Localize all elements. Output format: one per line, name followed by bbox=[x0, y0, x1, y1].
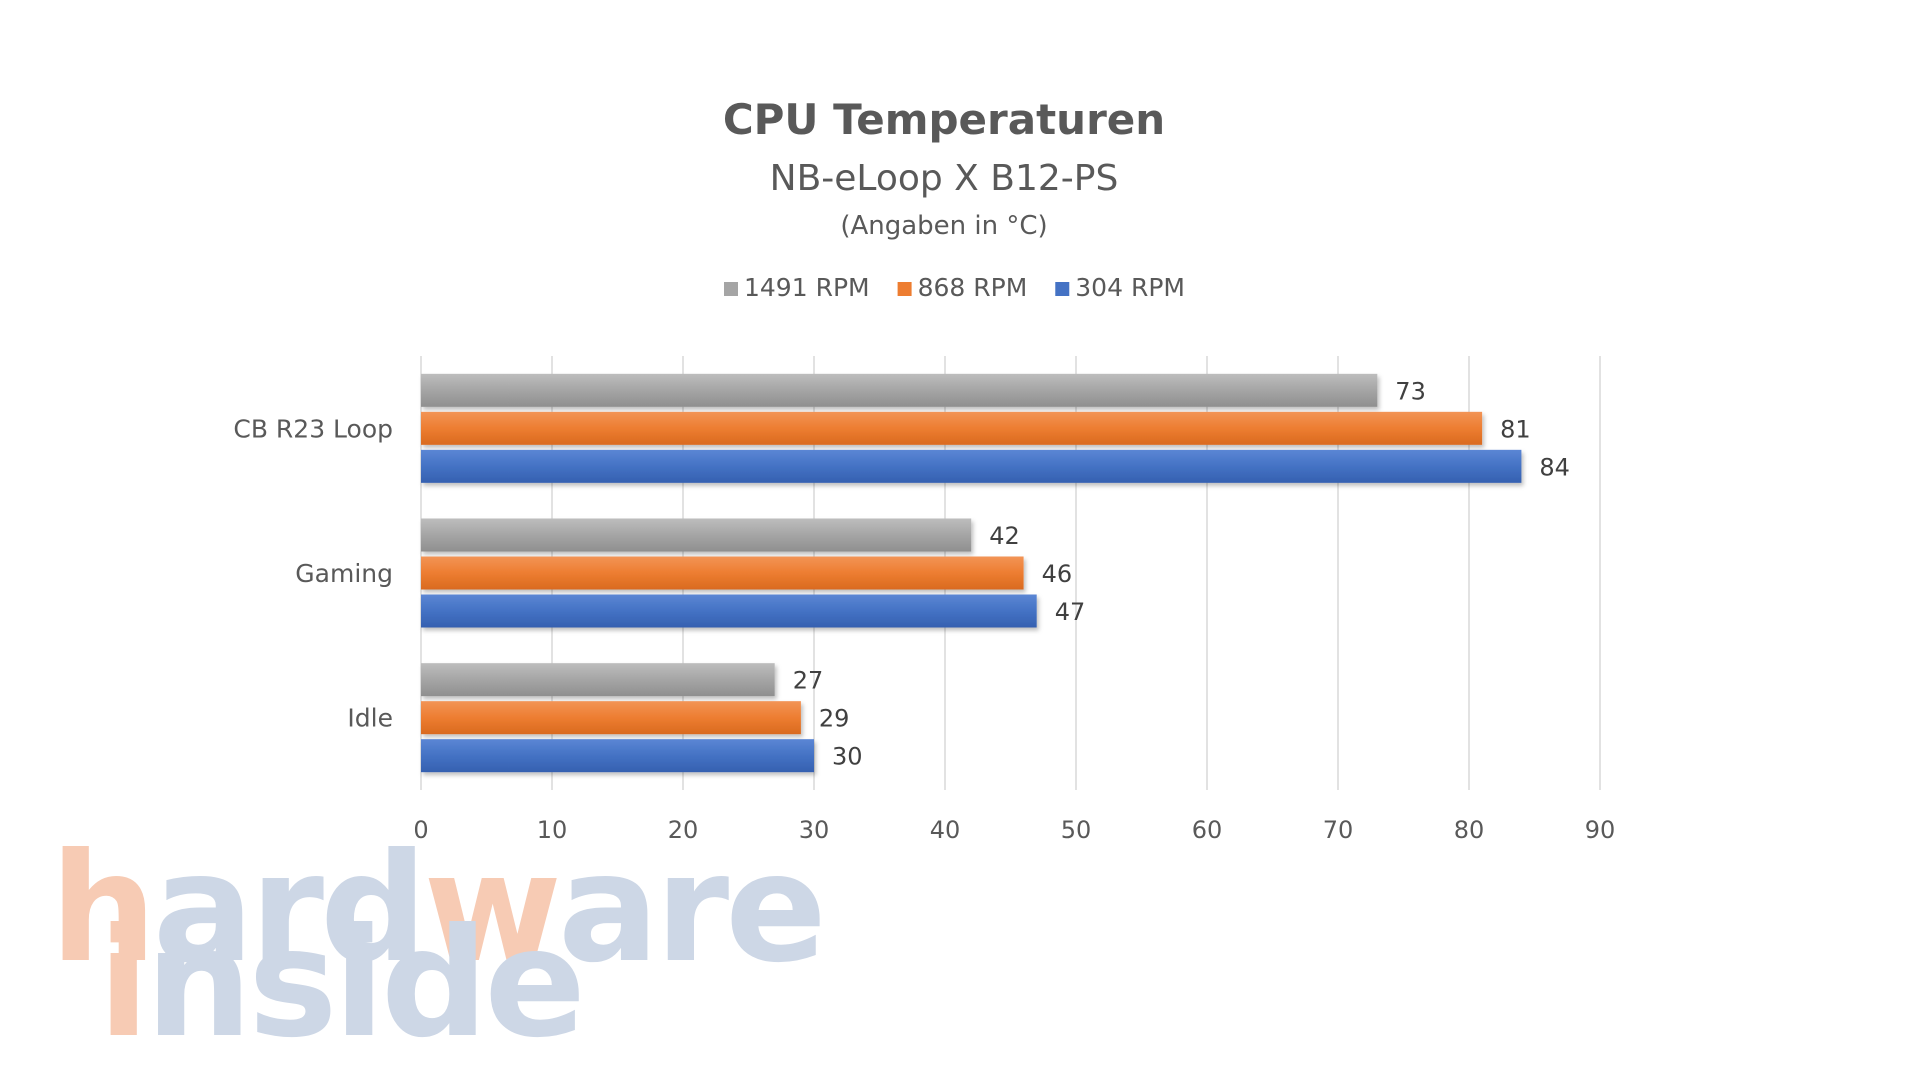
x-tick-label: 0 bbox=[413, 816, 428, 844]
chart-subtitle: NB-eLoop X B12-PS bbox=[770, 158, 1119, 199]
x-tick-label: 30 bbox=[799, 816, 830, 844]
data-label: 84 bbox=[1539, 453, 1570, 481]
category-labels: CB R23 Loop Gaming Idle bbox=[233, 414, 393, 732]
bar-304-rpm-idle bbox=[421, 739, 814, 773]
bar-868-rpm-idle bbox=[421, 701, 801, 735]
x-tick-label: 80 bbox=[1454, 816, 1485, 844]
hardware-inside-logo: hardware inside bbox=[50, 822, 827, 1071]
legend-swatch bbox=[897, 282, 912, 296]
chart-subtitle-units: (Angaben in °C) bbox=[840, 211, 1047, 241]
category-label: CB R23 Loop bbox=[233, 414, 393, 443]
bar-868-rpm-cb-r23-loop bbox=[421, 411, 1483, 445]
bar-304-rpm-gaming bbox=[421, 594, 1037, 628]
x-tick-label: 90 bbox=[1585, 816, 1616, 844]
data-label: 42 bbox=[989, 522, 1020, 550]
x-tick-label: 20 bbox=[668, 816, 699, 844]
data-label: 81 bbox=[1500, 415, 1531, 443]
x-tick-label: 50 bbox=[1061, 816, 1092, 844]
data-label: 47 bbox=[1055, 598, 1086, 626]
category-label: Idle bbox=[347, 704, 393, 733]
category-label: Gaming bbox=[295, 559, 393, 588]
legend-label: 304 RPM bbox=[1075, 273, 1185, 302]
x-tick-labels: 0 10 20 30 40 50 60 70 80 90 bbox=[413, 816, 1615, 844]
data-label: 30 bbox=[832, 743, 863, 771]
bar-1491-rpm-cb-r23-loop bbox=[421, 373, 1378, 407]
data-labels: 73 81 84 42 46 47 27 29 30 bbox=[793, 377, 1570, 770]
bar-868-rpm-gaming bbox=[421, 556, 1024, 590]
bars bbox=[421, 373, 1522, 773]
data-label: 27 bbox=[793, 667, 824, 695]
legend-label: 868 RPM bbox=[918, 273, 1028, 302]
x-tick-label: 60 bbox=[1192, 816, 1223, 844]
legend-swatch bbox=[1055, 282, 1070, 296]
legend-swatch bbox=[724, 282, 738, 296]
chart-title: CPU Temperaturen bbox=[723, 95, 1165, 144]
x-tick-label: 40 bbox=[930, 816, 961, 844]
legend: 1491 RPM 868 RPM 304 RPM bbox=[724, 273, 1185, 302]
bar-304-rpm-cb-r23-loop bbox=[421, 449, 1522, 483]
logo-line-2: inside bbox=[98, 897, 582, 1071]
x-tick-label: 70 bbox=[1323, 816, 1354, 844]
logo-line-1: hardware bbox=[50, 822, 823, 996]
legend-label: 1491 RPM bbox=[744, 273, 870, 302]
bar-1491-rpm-gaming bbox=[421, 518, 972, 552]
x-tick-label: 10 bbox=[537, 816, 568, 844]
data-label: 73 bbox=[1395, 377, 1426, 405]
data-label: 29 bbox=[819, 705, 850, 733]
bar-1491-rpm-idle bbox=[421, 663, 775, 697]
data-label: 46 bbox=[1042, 560, 1073, 588]
